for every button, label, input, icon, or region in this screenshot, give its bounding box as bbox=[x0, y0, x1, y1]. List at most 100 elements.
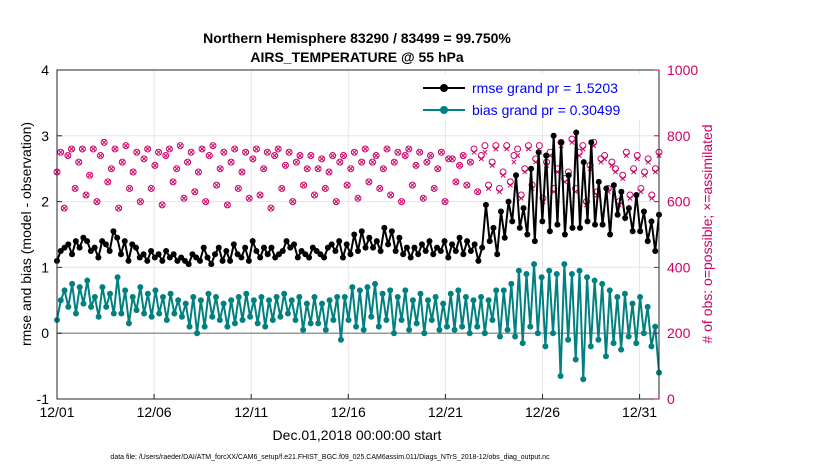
bias-point-marker bbox=[330, 317, 337, 324]
obs-possible-marker bbox=[441, 198, 449, 206]
obs-assimilated-marker bbox=[257, 192, 263, 198]
bias-point-marker bbox=[103, 303, 110, 310]
bias-point-marker bbox=[182, 300, 189, 307]
obs-assimilated-marker bbox=[246, 195, 252, 201]
obs-assimilated-marker bbox=[442, 199, 448, 205]
obs-assimilated-marker bbox=[478, 156, 484, 162]
bias-point-marker bbox=[65, 303, 72, 310]
obs-assimilated-marker bbox=[406, 146, 412, 152]
obs-possible-marker bbox=[383, 145, 391, 153]
bias-point-marker bbox=[99, 284, 106, 291]
rmse-point-marker bbox=[268, 244, 275, 251]
obs-possible-marker bbox=[427, 152, 435, 160]
obs-possible-marker bbox=[104, 178, 112, 186]
rmse-point-marker bbox=[373, 238, 380, 245]
obs-possible-marker bbox=[89, 145, 97, 153]
obs-possible-marker bbox=[408, 181, 416, 189]
rmse-point-marker bbox=[652, 247, 659, 254]
obs-possible-marker bbox=[358, 158, 366, 166]
rmse-point-marker bbox=[614, 211, 621, 218]
rmse-point-marker bbox=[253, 247, 260, 254]
obs-assimilated-marker bbox=[199, 146, 205, 152]
bias-point-marker bbox=[72, 310, 79, 317]
bias-point-marker bbox=[493, 287, 500, 294]
obs-possible-marker bbox=[568, 135, 576, 143]
obs-possible-marker bbox=[260, 165, 268, 173]
rmse-point-marker bbox=[159, 257, 166, 264]
rmse-point-marker bbox=[505, 198, 512, 205]
bias-point-marker bbox=[209, 313, 216, 320]
rmse-point-marker bbox=[155, 251, 162, 258]
rmse-point-marker bbox=[264, 251, 271, 258]
rmse-point-marker bbox=[65, 241, 72, 248]
rmse-point-marker bbox=[618, 188, 625, 195]
rmse-point-marker bbox=[497, 208, 504, 215]
obs-assimilated-marker bbox=[195, 169, 201, 175]
bias-point-marker bbox=[436, 326, 443, 333]
obs-possible-marker bbox=[419, 194, 427, 202]
obs-possible-marker bbox=[608, 158, 616, 166]
x-tick-label: 12/06 bbox=[137, 404, 172, 420]
rmse-point-marker bbox=[200, 244, 207, 251]
bias-point-marker bbox=[235, 294, 242, 301]
rmse-point-marker bbox=[569, 224, 576, 231]
bias-point-marker bbox=[288, 297, 295, 304]
obs-possible-marker bbox=[227, 158, 235, 166]
obs-possible-marker bbox=[466, 158, 474, 166]
obs-possible-marker bbox=[82, 191, 90, 199]
rmse-point-marker bbox=[418, 241, 425, 248]
bias-point-marker bbox=[186, 323, 193, 330]
bias-point-marker bbox=[137, 284, 144, 291]
bias-point-marker bbox=[91, 294, 98, 301]
bias-point-marker bbox=[360, 326, 367, 333]
obs-assimilated-marker bbox=[166, 146, 172, 152]
obs-assimilated-marker bbox=[467, 159, 473, 165]
obs-possible-marker bbox=[165, 145, 173, 153]
rmse-point-marker bbox=[388, 228, 395, 235]
rmse-point-marker bbox=[283, 238, 290, 245]
obs-assimilated-marker bbox=[627, 195, 633, 201]
bias-point-marker bbox=[322, 326, 329, 333]
rmse-point-marker bbox=[91, 244, 98, 251]
bias-point-marker bbox=[326, 297, 333, 304]
obs-assimilated-marker bbox=[569, 139, 575, 145]
obs-possible-marker bbox=[97, 152, 105, 160]
bias-point-marker bbox=[57, 297, 64, 304]
rmse-point-marker bbox=[69, 251, 76, 258]
obs-assimilated-marker bbox=[177, 143, 183, 149]
obs-possible-marker bbox=[637, 184, 645, 192]
rmse-point-marker bbox=[355, 247, 361, 254]
rmse-point-marker bbox=[351, 231, 358, 238]
bias-point-marker bbox=[311, 294, 318, 301]
obs-assimilated-marker bbox=[134, 149, 140, 155]
bias-point-marker bbox=[303, 300, 310, 307]
obs-possible-marker bbox=[263, 148, 271, 156]
bias-point-marker bbox=[160, 294, 167, 301]
obs-assimilated-marker bbox=[155, 149, 162, 155]
obs-assimilated-marker bbox=[330, 152, 336, 159]
bias-point-marker bbox=[353, 323, 360, 330]
obs-assimilated-marker bbox=[326, 169, 332, 175]
bias-point-marker bbox=[580, 376, 587, 383]
obs-possible-marker bbox=[64, 152, 72, 160]
obs-assimilated-marker bbox=[504, 146, 510, 152]
obs-assimilated-marker bbox=[68, 146, 75, 152]
bias-point-marker bbox=[387, 287, 394, 294]
obs-possible-marker bbox=[644, 155, 652, 163]
obs-possible-marker bbox=[231, 145, 239, 153]
rmse-point-marker bbox=[528, 165, 535, 172]
bias-point-marker bbox=[129, 294, 136, 301]
legend-bias-marker bbox=[440, 106, 448, 114]
obs-assimilated-marker bbox=[511, 159, 517, 165]
rmse-point-marker bbox=[336, 238, 343, 245]
bias-point-line bbox=[56, 264, 660, 380]
bias-point-marker bbox=[618, 346, 625, 353]
bias-point-marker bbox=[402, 287, 409, 294]
rmse-point-marker bbox=[644, 238, 651, 245]
obs-assimilated-marker bbox=[493, 146, 499, 152]
obs-possible-marker bbox=[223, 201, 231, 209]
obs-assimilated-marker bbox=[119, 159, 125, 165]
obs-assimilated-marker bbox=[515, 152, 521, 159]
rmse-point-marker bbox=[396, 234, 403, 241]
rmse-point-marker bbox=[133, 244, 140, 251]
